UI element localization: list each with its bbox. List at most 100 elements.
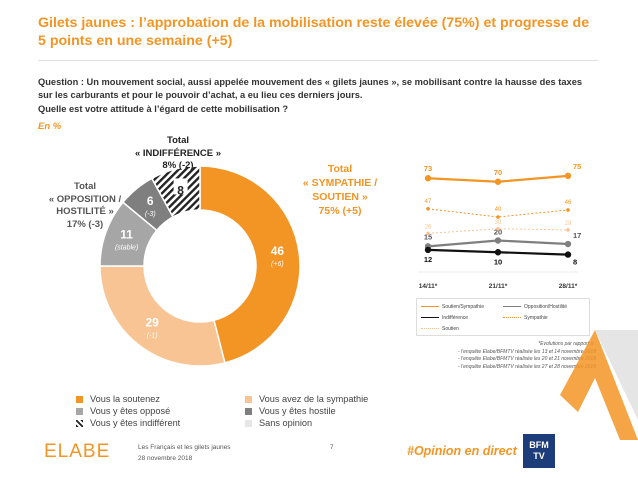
page-number: 7	[330, 444, 334, 451]
sympathie-total-line-1: Total	[327, 163, 353, 175]
title-divider	[38, 60, 598, 61]
unit-label: En %	[38, 121, 62, 132]
footnote-line-4: - l’enquête Elabe/BFMTV réalisée les 27 …	[457, 363, 596, 370]
indifference-total-line-2: « INDIFFÉRENCE »	[134, 147, 222, 159]
series-soutien-label: 26	[425, 224, 432, 230]
sympathie-total-line-2: « SYMPATHIE /	[302, 177, 378, 189]
series-opposition-hostilite-point	[564, 240, 572, 248]
series-soutien-point	[566, 228, 570, 232]
footer-line-2: 28 novembre 2018	[138, 455, 193, 462]
x-tick-label: 28/11*	[559, 283, 578, 290]
series-indifference-point	[494, 249, 502, 256]
legend-swatch	[245, 419, 252, 427]
series-indifference-label: 8	[573, 258, 577, 267]
legend-swatch	[76, 395, 83, 403]
series-sympathie-point	[496, 215, 500, 219]
series-indifference-point	[564, 251, 572, 258]
footnote-line-2: - l’enquête Elabe/BFMTV réalisée les 13 …	[457, 348, 596, 355]
slice-oppose-change: (stable)	[115, 245, 138, 252]
opposition-total-line-4: 17% (-3)	[66, 218, 104, 230]
hashtag: #Opinion en direct	[407, 444, 517, 458]
donut-value-labels: 46 (+6) 29 (-1) 11 (stable) 6 (-3) 8	[115, 178, 285, 340]
footer-line-1: Les Français et les gilets jaunes	[138, 444, 231, 451]
line-chart: 14/11* 21/11* 28/11* 73 70 75 15 20 17 12 10 8 47 40 4…	[418, 162, 581, 290]
series-soutien-sympathie-point	[494, 178, 502, 185]
series-sympathie-point	[566, 208, 570, 212]
indifferent-value-backdrop	[173, 178, 188, 195]
legend-soutien: Soutien	[421, 326, 459, 332]
series-sympathie-label: 46	[565, 200, 572, 206]
legend-item-soutenez: Vous la soutenez	[76, 394, 160, 404]
series-opposition-hostilite-label: 15	[424, 232, 432, 241]
legend-item-sans-opinion: Sans opinion	[245, 418, 312, 428]
slice-indifferent-value: 8	[177, 183, 184, 197]
series-opposition-hostilite-point	[494, 237, 502, 244]
legend-swatch	[76, 407, 83, 415]
page-title: Gilets jaunes : l’approbation de la mobi…	[38, 15, 590, 49]
slice-soutenez-value: 46	[271, 244, 285, 258]
legend-sympathie: Sympathie	[503, 315, 548, 321]
slice-sympathie	[99, 265, 226, 367]
series-sympathie-label: 47	[425, 199, 432, 205]
series-soutien-label: 30	[495, 220, 502, 226]
series-indifference-point	[424, 246, 432, 254]
indifference-total-line-1: Total	[167, 135, 189, 146]
opposition-total-line-1: Total	[74, 181, 96, 192]
series-soutien-sympathie-label: 73	[424, 164, 432, 173]
legend-item-sympathie: Vous avez de la sympathie	[245, 394, 368, 404]
series-soutien-point	[496, 226, 500, 231]
series-opposition-hostilite-label: 20	[494, 228, 502, 237]
line-chart-legend: Soutien/Sympathie Opposition/Hostilité I…	[416, 298, 590, 336]
slice-soutenez	[199, 165, 301, 364]
legend-item-indifferent: Vous y êtes indifférent	[76, 418, 180, 428]
series-indifference-label: 12	[424, 255, 432, 264]
slice-soutenez-change: (+6)	[271, 261, 284, 268]
series-indifference-label: 10	[494, 257, 502, 266]
slice-sympathie-value: 29	[146, 316, 160, 330]
x-tick-label: 21/11*	[489, 283, 508, 290]
legend-swatch	[245, 407, 252, 415]
legend-swatch	[76, 419, 83, 427]
footnote-line-1: *Evolutions par rapport à :	[538, 341, 596, 347]
legend-indifference: Indifférence	[421, 315, 468, 321]
slice-oppose-value: 11	[120, 228, 133, 242]
question-line-2: sur les carburants et pour le pouvoir d’…	[38, 89, 363, 100]
slice-hostile-value: 6	[147, 194, 154, 208]
bfmtv-logo: BFM TV	[523, 434, 555, 468]
series-soutien-label: 29	[565, 221, 572, 227]
series-sympathie-point	[426, 206, 430, 211]
question-block: Question : Un mouvement social, aussi ap…	[38, 76, 598, 116]
sympathie-total-line-4: 75% (+5)	[318, 205, 362, 217]
sympathie-total-label: Total « SYMPATHIE / SOUTIEN » 75% (+5)	[285, 162, 395, 218]
question-line-3: Quelle est votre attitude à l’égard de c…	[38, 104, 289, 114]
indifference-total-line-3: 8% (-2)	[162, 160, 194, 171]
footer-info: Les Français et les gilets jaunes 28 nov…	[138, 442, 231, 464]
series-opposition-hostilite-label: 17	[573, 231, 581, 240]
opposition-total-line-2: « OPPOSITION /	[48, 193, 122, 205]
series-soutien-sympathie-point	[424, 175, 432, 182]
opposition-total-line-3: HOSTILITÉ »	[56, 206, 114, 217]
x-tick-label: 14/11*	[419, 283, 438, 290]
slice-hostile-change: (-3)	[145, 211, 156, 218]
series-soutien-line	[427, 228, 569, 234]
legend-swatch	[245, 395, 252, 403]
evolution-footnote: *Evolutions par rapport à : - l’enquête …	[390, 341, 596, 371]
series-sympathie-label: 40	[495, 207, 502, 213]
question-line-1: Question : Un mouvement social, aussi ap…	[38, 77, 583, 87]
legend-item-hostile: Vous y êtes hostile	[245, 406, 336, 416]
series-soutien-sympathie-label: 75	[573, 162, 581, 171]
indifference-total-label: Total « INDIFFÉRENCE » 8% (-2)	[128, 135, 228, 173]
opposition-total-label: Total « OPPOSITION / HOSTILITÉ » 17% (-3…	[30, 181, 140, 231]
legend-soutien-sympathie: Soutien/Sympathie	[421, 304, 484, 310]
sympathie-total-line-3: SOUTIEN »	[312, 191, 368, 203]
series-sympathie-line	[427, 208, 569, 218]
footnote-line-3: - l’enquête Elabe/BFMTV réalisée les 20 …	[457, 356, 596, 362]
elabe-logo: ELABE	[44, 441, 111, 462]
legend-opposition-hostilite: Opposition/Hostilité	[503, 304, 567, 310]
series-soutien-sympathie-point	[564, 172, 572, 180]
series-soutien-sympathie-label: 70	[494, 168, 502, 177]
series-soutien-point	[426, 231, 430, 236]
legend-item-oppose: Vous y êtes opposé	[76, 406, 170, 416]
slice-sympathie-change: (-1)	[147, 333, 158, 340]
